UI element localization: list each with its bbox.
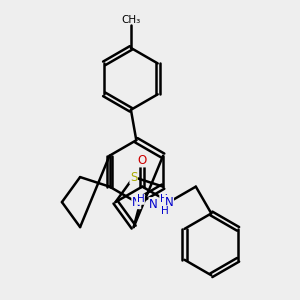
- Text: N: N: [165, 196, 173, 208]
- Text: H: H: [160, 194, 167, 204]
- Text: H: H: [160, 206, 168, 216]
- Text: O: O: [138, 154, 147, 167]
- Text: H: H: [136, 194, 144, 204]
- Text: S: S: [130, 171, 137, 184]
- Text: N: N: [149, 198, 158, 211]
- Text: N: N: [132, 196, 141, 208]
- Text: CH₃: CH₃: [121, 15, 140, 25]
